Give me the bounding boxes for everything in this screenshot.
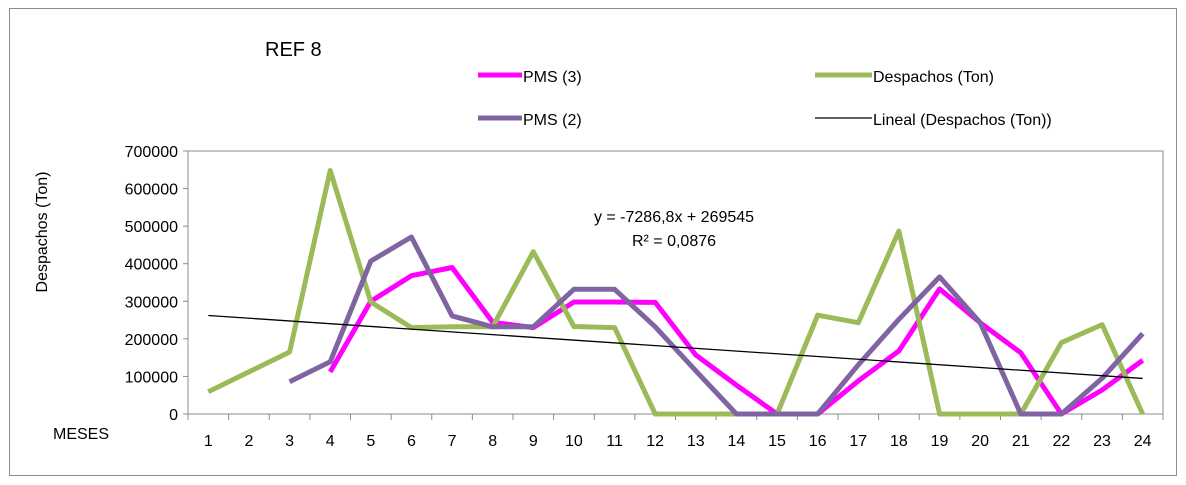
x-tick-label: 2 — [244, 433, 253, 450]
trendline-r2: R² = 0,0876 — [632, 233, 716, 250]
x-tick-label: 16 — [809, 433, 827, 450]
y-tick-label: 500000 — [125, 219, 178, 236]
trendline-equation: y = -7286,8x + 269545 — [594, 209, 754, 226]
y-axis: 0 100000 200000 300000 400000 500000 600000 700… — [125, 144, 188, 424]
y-tick-label: 700000 — [125, 144, 178, 161]
x-axis-label: MESES — [53, 426, 109, 443]
x-axis: 1 2 3 4 5 6 7 8 9 10 11 12 13 14 15 16 17 18 19 20 21 22 23 24 — [187, 414, 1164, 450]
legend-label-despachos: Despachos (Ton) — [873, 69, 994, 86]
x-tick-label: 21 — [1012, 433, 1030, 450]
y-tick-label: 600000 — [125, 182, 178, 199]
x-tick-label: 15 — [768, 433, 786, 450]
x-tick-label: 1 — [204, 433, 213, 450]
x-tick-label: 17 — [849, 433, 867, 450]
x-tick-label: 14 — [728, 433, 746, 450]
chart-area — [9, 8, 1177, 476]
x-tick-label: 10 — [565, 433, 583, 450]
legend-label-pms3: PMS (3) — [523, 69, 582, 86]
chart-title: REF 8 — [265, 39, 322, 61]
x-tick-label: 22 — [1053, 433, 1071, 450]
y-tick-label: 0 — [169, 407, 178, 424]
y-tick-label: 200000 — [125, 332, 178, 349]
x-tick-label: 4 — [326, 433, 335, 450]
x-tick-label: 5 — [366, 433, 375, 450]
legend: PMS (3) Despachos (Ton) PMS (2) Lineal (… — [478, 69, 1052, 129]
x-tick-label: 9 — [529, 433, 538, 450]
x-tick-label: 19 — [931, 433, 949, 450]
x-tick-label: 23 — [1093, 433, 1111, 450]
series-layer — [207, 168, 1145, 417]
x-tick-label: 20 — [971, 433, 989, 450]
x-tick-label: 3 — [285, 433, 294, 450]
y-tick-label: 100000 — [125, 369, 178, 386]
legend-label-pms2: PMS (2) — [523, 112, 582, 129]
y-tick-label: 400000 — [125, 257, 178, 274]
x-tick-label: 8 — [488, 433, 497, 450]
trendline — [208, 314, 1143, 380]
y-tick-label: 300000 — [125, 294, 178, 311]
x-tick-label: 11 — [606, 433, 623, 450]
x-tick-label: 6 — [407, 433, 416, 450]
x-tick-label: 7 — [448, 433, 457, 450]
y-axis-label: Despachos (Ton) — [34, 172, 51, 293]
series-line-pms-3 — [328, 265, 1145, 417]
x-tick-label: 18 — [890, 433, 908, 450]
x-tick-label: 13 — [687, 433, 705, 450]
x-tick-label: 12 — [646, 433, 664, 450]
x-tick-label: 24 — [1134, 433, 1152, 450]
legend-label-trendline: Lineal (Despachos (Ton)) — [873, 112, 1052, 129]
